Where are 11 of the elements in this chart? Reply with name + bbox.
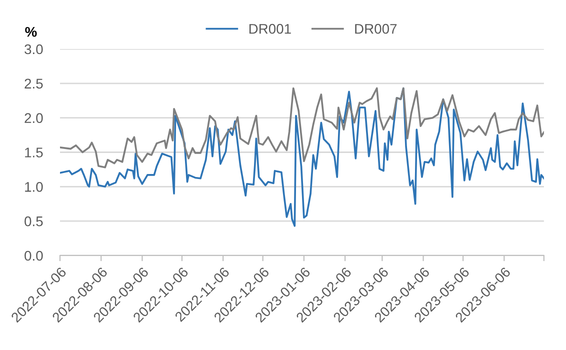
y-tick-label: 0.5 <box>24 216 43 226</box>
y-tick-label: 0.0 <box>24 250 43 261</box>
y-tick-label: 1.5 <box>25 148 43 158</box>
y-axis-title: % <box>25 26 37 37</box>
y-tick-label: 3.0 <box>24 44 43 54</box>
y-tick-label: 1.0 <box>25 182 43 192</box>
legend-label: DR007 <box>355 24 397 34</box>
legend-label: DR001 <box>249 24 291 34</box>
y-tick-label: 2.5 <box>24 78 43 89</box>
line-series <box>60 87 544 168</box>
y-tick-label: 2.0 <box>24 113 43 124</box>
